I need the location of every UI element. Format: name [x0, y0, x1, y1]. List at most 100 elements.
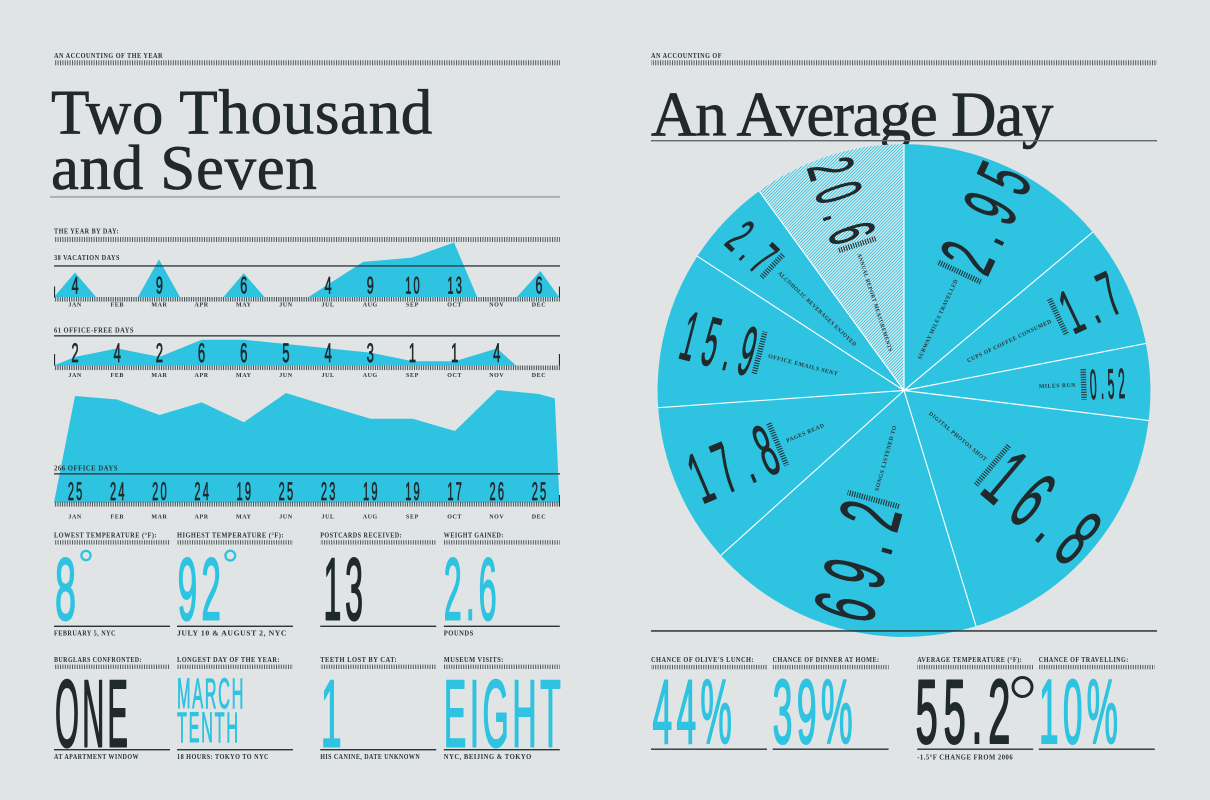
svg-text:AT APARTMENT WINDOW: AT APARTMENT WINDOW: [54, 754, 139, 761]
svg-text:POSTCARDS RECEIVED:: POSTCARDS RECEIVED:: [320, 533, 402, 540]
svg-text:2: 2: [71, 338, 81, 368]
svg-text:JULY 10 & AUGUST 2, NYC: JULY 10 & AUGUST 2, NYC: [177, 630, 287, 637]
svg-text:DEC: DEC: [532, 515, 546, 521]
svg-text:44%: 44%: [653, 662, 737, 763]
svg-text:HIGHEST TEMPERATURE (°F):: HIGHEST TEMPERATURE (°F):: [177, 533, 284, 540]
svg-text:1: 1: [451, 338, 461, 368]
svg-text:AVERAGE TEMPERATURE (°F):: AVERAGE TEMPERATURE (°F):: [917, 657, 1022, 664]
svg-text:10%: 10%: [1039, 662, 1122, 763]
svg-text:2.6: 2.6: [444, 539, 501, 638]
svg-text:SEP: SEP: [406, 515, 419, 521]
svg-text:MAR: MAR: [151, 373, 167, 379]
svg-text:EIGHT: EIGHT: [444, 661, 564, 768]
svg-text:FEB: FEB: [111, 373, 124, 379]
svg-text:6: 6: [240, 338, 250, 368]
svg-text:JAN: JAN: [68, 303, 82, 309]
svg-text:TEETH LOST BY CAT:: TEETH LOST BY CAT:: [320, 657, 397, 664]
svg-text:38 VACATION DAYS: 38 VACATION DAYS: [54, 255, 120, 262]
svg-text:Two Thousand: Two Thousand: [51, 78, 433, 148]
svg-text:FEB: FEB: [111, 303, 124, 309]
svg-text:MAY: MAY: [236, 515, 252, 521]
svg-text:0.52: 0.52: [1089, 360, 1129, 408]
svg-text:POUNDS: POUNDS: [444, 630, 474, 637]
svg-text:39%: 39%: [773, 662, 857, 763]
svg-text:LOWEST TEMPERATURE (°F):: LOWEST TEMPERATURE (°F):: [54, 533, 157, 540]
svg-text:APR: APR: [195, 515, 209, 521]
svg-text:MAR: MAR: [151, 303, 167, 309]
svg-text:8: 8: [55, 539, 81, 638]
svg-text:OCT: OCT: [447, 303, 462, 309]
svg-text:CHANCE OF TRAVELLING:: CHANCE OF TRAVELLING:: [1039, 657, 1129, 664]
svg-text:FEBRUARY 5, NYC: FEBRUARY 5, NYC: [54, 630, 116, 637]
svg-text:WEIGHT GAINED:: WEIGHT GAINED:: [444, 533, 504, 540]
svg-text:MARCH: MARCH: [177, 671, 245, 718]
svg-text:10: 10: [405, 273, 422, 300]
svg-text:4: 4: [114, 338, 124, 368]
svg-text:JUL: JUL: [322, 303, 335, 309]
svg-text:19: 19: [363, 478, 380, 506]
svg-text:AUG: AUG: [363, 303, 378, 309]
svg-text:MILES RUN: MILES RUN: [1039, 383, 1076, 390]
svg-text:6: 6: [535, 273, 545, 300]
svg-text:JUL: JUL: [322, 515, 335, 521]
svg-text:1: 1: [321, 661, 347, 768]
svg-text:NOV: NOV: [489, 373, 504, 379]
svg-text:JAN: JAN: [68, 515, 82, 521]
svg-text:5: 5: [282, 338, 292, 368]
svg-text:TENTH: TENTH: [177, 705, 240, 752]
svg-text:MUSEUM VISITS:: MUSEUM VISITS:: [444, 657, 504, 664]
svg-text:69.2: 69.2: [797, 479, 925, 631]
svg-text:6: 6: [240, 273, 250, 300]
svg-text:OCT: OCT: [447, 515, 462, 521]
svg-text:13: 13: [324, 539, 367, 638]
svg-text:-1.5°F CHANGE FROM 2006: -1.5°F CHANGE FROM 2006: [917, 755, 1013, 762]
svg-text:AUG: AUG: [363, 373, 378, 379]
svg-text:CHANCE OF OLIVE'S LUNCH:: CHANCE OF OLIVE'S LUNCH:: [651, 657, 754, 664]
svg-text:SEP: SEP: [406, 303, 419, 309]
svg-text:55.2: 55.2: [916, 662, 1017, 763]
svg-text:DEC: DEC: [532, 303, 546, 309]
svg-text:3: 3: [367, 338, 377, 368]
svg-text:24: 24: [110, 478, 127, 506]
svg-text:266 OFFICE DAYS: 266 OFFICE DAYS: [54, 465, 118, 472]
svg-text:FEB: FEB: [111, 515, 124, 521]
svg-text:4: 4: [325, 273, 335, 300]
svg-text:AN ACCOUNTING OF THE YEAR: AN ACCOUNTING OF THE YEAR: [54, 53, 163, 60]
svg-text:19: 19: [405, 478, 422, 506]
svg-text:13: 13: [447, 273, 464, 300]
svg-text:4: 4: [493, 338, 503, 368]
svg-text:SEP: SEP: [406, 373, 419, 379]
svg-text:20: 20: [152, 478, 169, 506]
svg-text:25: 25: [532, 478, 549, 506]
svg-text:APR: APR: [195, 373, 209, 379]
svg-text:MAY: MAY: [236, 303, 252, 309]
svg-text:17: 17: [447, 478, 464, 506]
svg-text:JUL: JUL: [322, 373, 335, 379]
svg-text:JUN: JUN: [279, 515, 293, 521]
svg-text:92: 92: [178, 539, 226, 638]
svg-text:6: 6: [198, 338, 208, 368]
svg-text:JUN: JUN: [279, 303, 293, 309]
svg-text:24: 24: [194, 478, 211, 506]
svg-text:An Average Day: An Average Day: [651, 80, 1054, 150]
svg-text:9: 9: [367, 273, 377, 300]
svg-text:23: 23: [321, 478, 338, 506]
svg-text:19: 19: [237, 478, 254, 506]
svg-text:MAY: MAY: [236, 373, 252, 379]
svg-text:HIS CANINE, DATE UNKNOWN: HIS CANINE, DATE UNKNOWN: [320, 754, 420, 761]
svg-text:APR: APR: [195, 303, 209, 309]
svg-text:18 HOURS: TOKYO TO NYC: 18 HOURS: TOKYO TO NYC: [177, 754, 269, 761]
svg-text:ONE: ONE: [55, 661, 131, 768]
svg-text:BURGLARS CONFRONTED:: BURGLARS CONFRONTED:: [54, 657, 142, 664]
svg-text:MAR: MAR: [151, 515, 167, 521]
svg-text:2: 2: [156, 338, 166, 368]
svg-text:61 OFFICE-FREE DAYS: 61 OFFICE-FREE DAYS: [54, 328, 134, 335]
svg-text:26: 26: [490, 478, 507, 506]
svg-text:NYC, BEIJING & TOKYO: NYC, BEIJING & TOKYO: [444, 754, 532, 761]
svg-text:THE YEAR BY DAY:: THE YEAR BY DAY:: [54, 229, 119, 236]
svg-text:AN ACCOUNTING OF: AN ACCOUNTING OF: [651, 53, 722, 60]
svg-text:4: 4: [72, 273, 82, 300]
svg-text:25: 25: [68, 478, 85, 506]
svg-text:JAN: JAN: [68, 373, 82, 379]
svg-text:and Seven: and Seven: [51, 133, 318, 203]
